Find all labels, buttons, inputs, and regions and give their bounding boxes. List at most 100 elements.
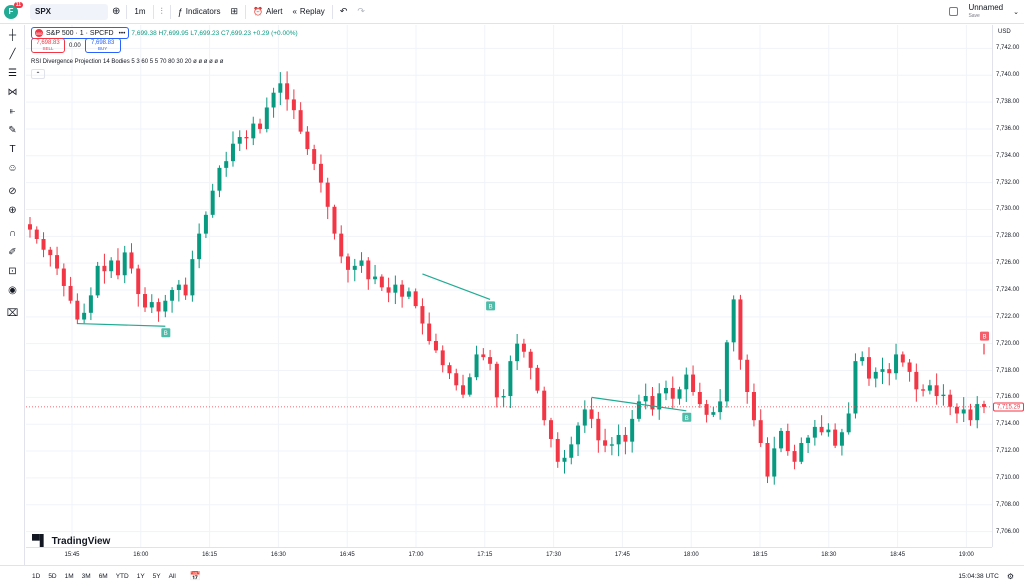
symbol-title: S&P 500 · 1 · SPCFD — [46, 29, 114, 37]
price-tick-label: 7,730.00 — [996, 206, 1020, 213]
lock-icon[interactable]: ⊡ — [8, 266, 17, 277]
candle-body — [312, 149, 317, 164]
templates-button[interactable]: ⊞ — [230, 6, 239, 16]
range-button-3m[interactable]: 3M — [81, 572, 91, 580]
eye-icon[interactable]: ◉ — [8, 285, 17, 296]
candle-body — [711, 412, 716, 415]
lock-draw-icon[interactable]: ✐ — [8, 247, 17, 258]
collapse-legend-button[interactable]: ⌃ — [31, 69, 45, 79]
candle-body — [765, 443, 770, 477]
range-button-1d[interactable]: 1D — [32, 572, 41, 580]
trash-icon[interactable]: ⌧ — [6, 308, 19, 319]
emoji-icon[interactable]: ☺ — [7, 163, 18, 174]
candle-body — [697, 392, 702, 405]
range-button-5y[interactable]: 5Y — [152, 572, 161, 580]
candle-body — [894, 354, 899, 374]
candle-body — [251, 123, 256, 139]
candle-body — [907, 362, 912, 372]
candle-body — [203, 214, 208, 234]
measure-icon[interactable]: ⫦ — [9, 106, 16, 117]
layout-checkbox[interactable] — [944, 0, 963, 24]
chart-pane[interactable]: B B B B — [26, 25, 992, 547]
candle-body — [860, 357, 865, 362]
candle-body — [95, 265, 100, 296]
candle-body — [569, 444, 574, 458]
alert-button[interactable]: ⏰ Alert — [248, 0, 287, 24]
time-axis[interactable]: 15:45 16:00 16:15 16:30 16:45 17:00 17:15 17:30… — [26, 547, 992, 565]
candle-body — [61, 268, 66, 286]
interval-button[interactable]: 1m — [134, 7, 146, 16]
indicator-legend[interactable]: RSI Divergence Projection 14 Bodies 5 3 … — [31, 59, 224, 65]
candle-body — [724, 342, 729, 402]
divergence-marker — [486, 301, 496, 311]
sell-button[interactable]: 7,698.83 SELL — [31, 38, 65, 53]
magnet-icon[interactable]: ∩ — [8, 228, 17, 239]
notification-badge: 11 — [13, 1, 23, 8]
range-button-6m[interactable]: 6M — [98, 572, 108, 580]
price-tick-label: 7,738.00 — [996, 99, 1020, 106]
currency-label[interactable]: USD — [998, 29, 1011, 35]
compare-button[interactable]: ⊕ — [112, 6, 121, 17]
candle-body — [738, 299, 743, 360]
undo-icon[interactable]: ↶ — [339, 6, 348, 16]
range-button-1y[interactable]: 1Y — [136, 572, 145, 580]
ohlc-values: 7,699.38 H7,699.95 L7,699.23 C7,699.23 +… — [131, 29, 298, 37]
layout-dropdown-icon[interactable]: ⌄ — [1013, 8, 1019, 16]
divergence-label: B — [982, 335, 986, 341]
candle-body — [41, 239, 46, 250]
replay-icon: « — [292, 7, 297, 16]
candle-body — [210, 190, 215, 215]
range-button-all[interactable]: All — [168, 572, 176, 580]
price-tick-label: 7,712.00 — [996, 448, 1020, 455]
layout-name-button[interactable]: Unnamed Save — [963, 0, 1008, 24]
ruler-icon[interactable]: ⊘ — [8, 186, 17, 197]
candle-body — [975, 404, 980, 421]
fib-icon[interactable]: ☰ — [8, 68, 17, 79]
candle-body — [684, 374, 689, 390]
indicators-label: Indicators — [185, 7, 221, 16]
time-tick-label: 17:15 — [477, 552, 493, 558]
range-button-ytd[interactable]: YTD — [115, 572, 129, 580]
candle-body — [542, 390, 547, 421]
trendline-icon[interactable]: ╱ — [9, 49, 16, 60]
price-tick-label: 7,722.00 — [996, 313, 1020, 320]
divergence-marker — [980, 331, 989, 341]
settings-gear-icon[interactable]: ⚙ — [1006, 571, 1014, 581]
divergence-marker — [682, 412, 692, 422]
candle-body — [914, 371, 919, 390]
candle-body — [941, 394, 946, 397]
buy-button[interactable]: 7,698.83 BUY — [84, 38, 121, 53]
range-button-5d[interactable]: 5D — [48, 572, 57, 580]
brush-icon[interactable]: ✎ — [8, 125, 17, 136]
price-tick-label: 7,728.00 — [996, 233, 1020, 240]
candle-body — [406, 291, 411, 297]
pattern-icon[interactable]: ⋈ — [7, 87, 18, 98]
brand-name: TradingView — [51, 535, 111, 547]
candle-body — [34, 229, 39, 239]
zoom-icon[interactable]: ⊕ — [8, 205, 17, 216]
tv-mark-icon: ▀▌ — [32, 535, 48, 547]
candle-body — [82, 312, 87, 320]
chart-type-button[interactable]: ⫶ — [160, 6, 163, 16]
candle-body — [488, 357, 493, 364]
range-button-1m[interactable]: 1M — [64, 572, 74, 580]
price-axis[interactable]: USD 7,742.00 7,740.00 7,738.00 7,736.00 7,73… — [992, 25, 1024, 547]
crosshair-icon[interactable]: ┼ — [8, 30, 17, 41]
candle-body — [657, 393, 662, 410]
divergence-label: B — [489, 304, 493, 310]
price-chart[interactable]: B B B B — [26, 25, 992, 547]
candle-body — [474, 354, 479, 378]
candle-body — [799, 443, 804, 462]
user-avatar[interactable]: F 11 — [4, 1, 23, 19]
buy-price: 7,698.83 — [91, 40, 115, 46]
text-icon[interactable]: T — [9, 144, 16, 155]
symbol-search[interactable]: SPX — [30, 3, 108, 20]
price-tick-label: 7,720.00 — [996, 340, 1020, 347]
replay-button[interactable]: « Replay — [287, 0, 329, 24]
symbol-title-badge[interactable]: 500 S&P 500 · 1 · SPCFD ••• — [31, 27, 130, 39]
candle-body — [325, 182, 330, 207]
redo-icon[interactable]: ↷ — [357, 6, 365, 16]
indicators-button[interactable]: ƒ Indicators — [173, 0, 226, 24]
goto-date-icon[interactable]: 📅 — [189, 570, 202, 581]
clock[interactable]: 15:04:38 UTC — [958, 572, 999, 580]
